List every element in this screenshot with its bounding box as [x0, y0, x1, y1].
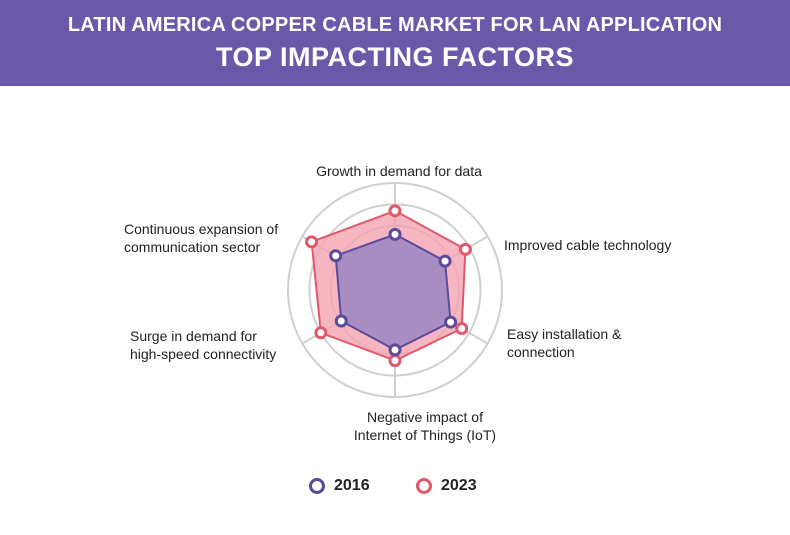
chart-title: LATIN AMERICA COPPER CABLE MARKET FOR LA…: [67, 14, 723, 36]
axis-label-3-line-2: connection: [507, 344, 575, 360]
axis-label-3-line-1: Easy installation &: [507, 326, 622, 342]
legend-item-2023: 2023: [416, 474, 477, 498]
legend-marker-2023: [416, 478, 432, 494]
axis-label-2: Improved cable technology: [504, 237, 671, 253]
chart-subtitle: TOP IMPACTING FACTORS: [215, 42, 575, 72]
axis-label-4-line-1: Negative impact of: [367, 409, 483, 425]
axis-label-6-line-1: Continuous expansion of: [124, 221, 278, 237]
point-2023-6: [305, 235, 319, 249]
point-2023-5: [314, 326, 328, 340]
point-2023-4: [388, 354, 402, 368]
radar-data-points: [305, 204, 472, 368]
axis-label-1: Growth in demand for data: [316, 163, 482, 179]
point-2023-1: [388, 204, 402, 218]
legend-label-2016: 2016: [334, 477, 370, 494]
axis-label-5: Surge in demand for high-speed connectivi…: [130, 328, 276, 362]
legend-marker-2016: [309, 478, 325, 494]
axis-label-4: Negative impact of Internet of Things (Io…: [354, 409, 496, 443]
point-2023-3: [455, 322, 469, 336]
point-2016-4: [388, 343, 402, 357]
axis-label-2-line-1: Improved cable technology: [504, 237, 671, 253]
point-2023-2: [458, 242, 472, 256]
radar-series-areas: [310, 209, 467, 362]
axis-label-3: Easy installation & connection: [507, 326, 622, 360]
axis-label-6: Continuous expansion of communication sec…: [124, 221, 278, 255]
header-banner: LATIN AMERICA COPPER CABLE MARKET FOR LA…: [0, 0, 790, 86]
point-2016-5: [334, 314, 348, 328]
axis-label-5-line-1: Surge in demand for: [130, 328, 257, 344]
legend-item-2016: 2016: [309, 474, 370, 498]
point-2016-6: [329, 249, 343, 263]
axis-label-4-line-2: Internet of Things (IoT): [354, 427, 496, 443]
axis-label-6-line-2: communication sector: [124, 239, 261, 255]
axis-label-5-line-2: high-speed connectivity: [130, 346, 276, 362]
point-2016-2: [438, 254, 452, 268]
radar-axis-labels: Growth in demand for data Improved cable …: [124, 163, 671, 443]
legend-label-2023: 2023: [441, 477, 477, 494]
axis-label-1-line-1: Growth in demand for data: [316, 163, 482, 179]
point-2016-3: [444, 315, 458, 329]
point-2016-1: [388, 227, 402, 241]
radar-chart: Growth in demand for data Improved cable …: [124, 163, 671, 443]
legend: 2016 2023: [0, 474, 790, 498]
